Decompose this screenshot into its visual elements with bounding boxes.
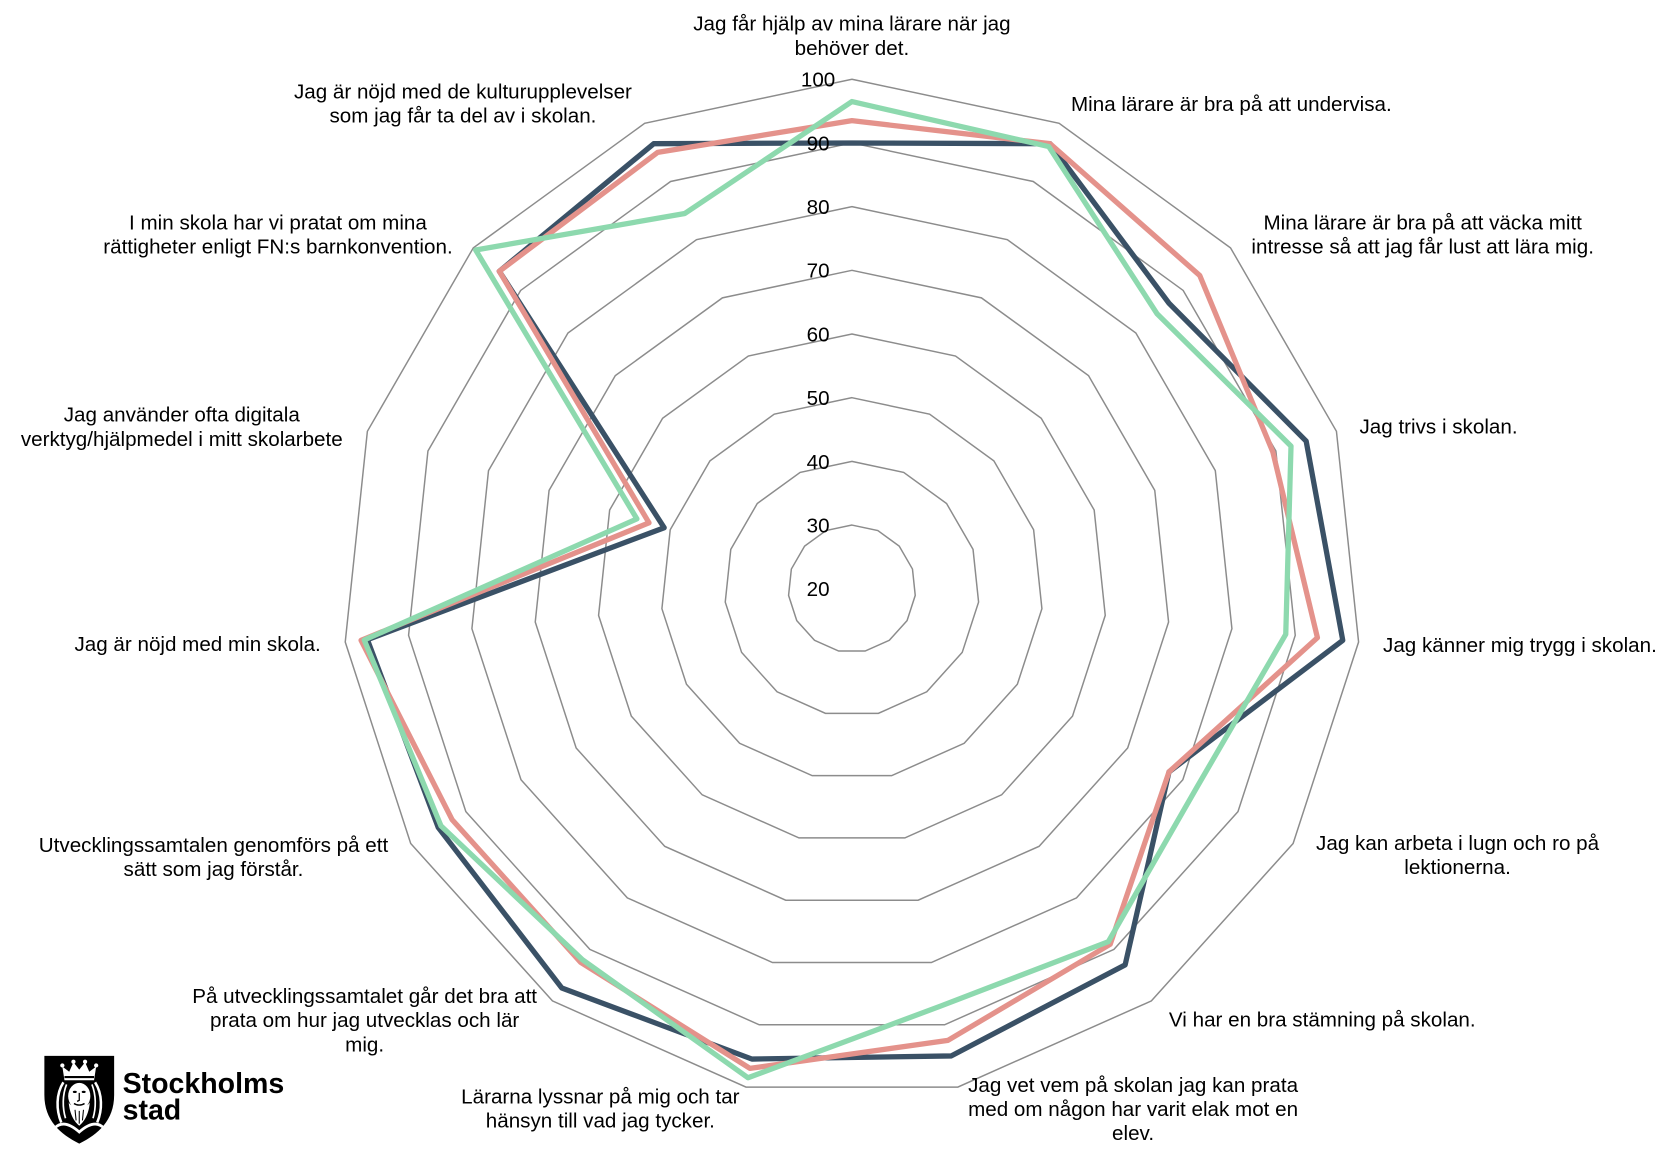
grid-ring-60 <box>597 333 1107 839</box>
category-label-12: Jag är nöjd med min skola. <box>74 633 320 656</box>
r-tick-label-70: 70 <box>807 260 830 283</box>
series-3-line <box>361 98 1294 1081</box>
r-tick-label-50: 50 <box>807 387 830 410</box>
category-label-7: Vi har en bra stämning på skolan. <box>1169 1008 1476 1031</box>
category-labels: Jag får hjälp av mina lärare när jag behö… <box>21 13 1657 1145</box>
category-label-6: Jag kan arbeta i lugn och ro på lektioner… <box>1316 832 1600 879</box>
grid-ring-50 <box>661 396 1043 777</box>
category-label-3: Mina lärare är bra på att väcka mitt intr… <box>1251 211 1594 258</box>
category-label-9: Lärarna lyssnar på mig och tar hänsyn til… <box>461 1085 739 1132</box>
grid-ring-40 <box>724 460 980 715</box>
grid-ring-70 <box>534 269 1170 901</box>
grid-ring-80 <box>471 205 1233 964</box>
category-label-2: Mina lärare är bra på att undervisa. <box>1071 93 1392 116</box>
category-label-4: Jag trivs i skolan. <box>1360 415 1518 438</box>
category-label-8: Jag vet vem på skolan jag kan prata med o… <box>968 1074 1298 1145</box>
r-tick-label-40: 40 <box>807 451 830 474</box>
logo-name-line1: Stockholms <box>123 1068 285 1100</box>
stockholms-stad-logo: Stockholms stad <box>44 1055 285 1144</box>
logo-name-line2: stad <box>123 1094 182 1126</box>
category-label-5: Jag känner mig trygg i skolan. <box>1383 634 1657 657</box>
r-tick-label-30: 30 <box>807 514 830 537</box>
grid-ring-100 <box>344 78 1360 1088</box>
series-lines <box>358 98 1346 1081</box>
r-axis-tick-labels: 20 30 40 50 60 70 80 90 100 <box>801 69 835 601</box>
r-tick-label-80: 80 <box>807 196 830 219</box>
category-label-10: På utvecklingssamtalet går det bra att pr… <box>192 985 537 1056</box>
stockholm-crest-icon <box>44 1055 115 1144</box>
category-label-13: Jag använder ofta digitala verktyg/hjälpm… <box>21 404 343 451</box>
category-label-1: Jag får hjälp av mina lärare när jag behö… <box>693 13 1010 60</box>
series-1-line <box>364 140 1346 1062</box>
series-2-line <box>358 118 1321 1072</box>
grid-ring-30 <box>787 524 916 652</box>
r-tick-label-90: 90 <box>807 132 830 155</box>
category-label-15: Jag är nöjd med de kulturupplevelser som … <box>294 80 632 127</box>
r-tick-label-100: 100 <box>801 69 835 92</box>
category-label-14: I min skola har vi pratat om mina rättigh… <box>103 211 452 258</box>
grid-rings <box>344 78 1360 1088</box>
r-tick-label-20: 20 <box>807 578 830 601</box>
grid-ring-90 <box>407 142 1297 1026</box>
r-tick-label-60: 60 <box>807 323 830 346</box>
category-label-11: Utvecklingssamtalen genomförs på ett sätt… <box>39 834 389 881</box>
